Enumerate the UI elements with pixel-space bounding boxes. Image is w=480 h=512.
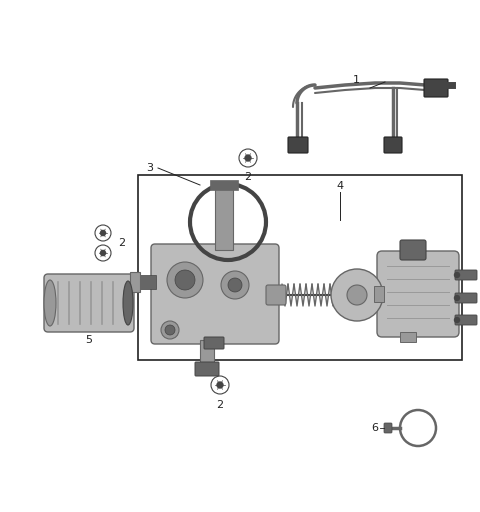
Circle shape: [454, 272, 460, 278]
Circle shape: [228, 278, 242, 292]
Text: 4: 4: [336, 181, 344, 191]
Circle shape: [175, 270, 195, 290]
FancyBboxPatch shape: [377, 251, 459, 337]
Text: 6: 6: [371, 423, 378, 433]
Circle shape: [454, 295, 460, 301]
FancyBboxPatch shape: [384, 137, 402, 153]
Text: 2: 2: [118, 238, 125, 248]
Bar: [215, 185, 233, 250]
FancyBboxPatch shape: [204, 337, 224, 349]
Circle shape: [100, 250, 106, 256]
FancyBboxPatch shape: [455, 315, 477, 325]
Circle shape: [221, 271, 249, 299]
FancyBboxPatch shape: [266, 285, 286, 305]
FancyBboxPatch shape: [288, 137, 308, 153]
Circle shape: [347, 285, 367, 305]
Bar: [210, 180, 238, 190]
Ellipse shape: [123, 281, 133, 325]
Text: 5: 5: [85, 335, 93, 345]
FancyBboxPatch shape: [424, 79, 448, 97]
Circle shape: [331, 269, 383, 321]
Circle shape: [245, 155, 252, 161]
Bar: [374, 286, 384, 302]
FancyBboxPatch shape: [384, 423, 392, 433]
FancyBboxPatch shape: [455, 293, 477, 303]
Circle shape: [100, 230, 106, 236]
Circle shape: [161, 321, 179, 339]
FancyBboxPatch shape: [44, 274, 134, 332]
Bar: [138, 175, 462, 360]
Text: 3: 3: [146, 163, 154, 173]
FancyBboxPatch shape: [400, 240, 426, 260]
Bar: [138, 275, 156, 289]
Ellipse shape: [44, 280, 56, 326]
Circle shape: [165, 325, 175, 335]
FancyBboxPatch shape: [455, 270, 477, 280]
Bar: [130, 272, 140, 292]
Text: 2: 2: [244, 172, 252, 182]
Circle shape: [216, 381, 223, 389]
Circle shape: [454, 317, 460, 323]
Bar: [200, 340, 214, 365]
Text: 2: 2: [216, 400, 224, 410]
Text: 1: 1: [353, 75, 360, 85]
FancyBboxPatch shape: [195, 362, 219, 376]
FancyBboxPatch shape: [151, 244, 279, 344]
Circle shape: [167, 262, 203, 298]
Bar: [400, 332, 416, 342]
